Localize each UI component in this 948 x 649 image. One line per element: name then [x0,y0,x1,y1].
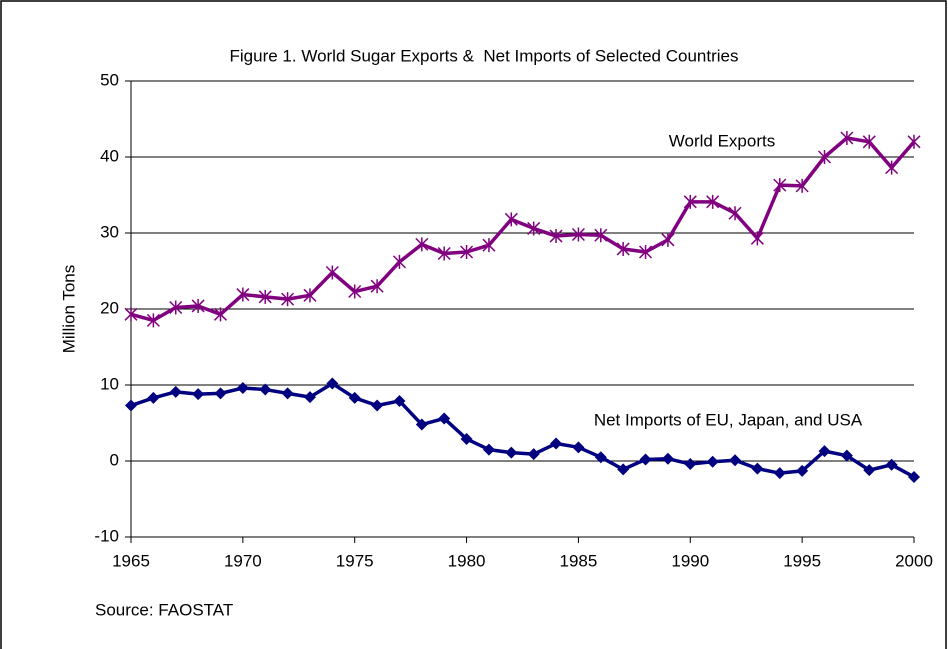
x-tick-label: 1990 [671,551,709,570]
marker [818,445,831,458]
marker [437,246,451,261]
marker [527,221,541,236]
series-line [130,381,915,479]
marker [504,212,518,227]
marker [683,194,697,209]
marker [885,458,898,471]
marker [527,448,540,461]
marker [281,292,295,307]
y-tick-label: 0 [110,450,119,469]
marker [706,194,720,209]
marker [348,391,361,404]
marker [616,241,630,256]
marker [371,399,384,412]
marker [706,455,719,468]
x-tick-label: 1980 [448,551,486,570]
y-tick-label: 20 [100,298,119,317]
marker [415,237,429,252]
chart-title: Figure 1. World Sugar Exports & Net Impo… [230,46,739,65]
marker [460,245,474,259]
marker [348,284,362,299]
marker [639,245,653,259]
x-tick-label: 1975 [336,551,374,570]
marker [729,454,742,467]
marker [594,228,608,243]
marker [392,254,406,269]
marker [192,388,205,401]
marker [617,463,630,476]
marker [303,391,316,404]
marker [773,467,786,480]
marker [482,443,495,456]
marker [572,441,585,454]
marker [281,387,294,400]
marker [326,377,339,390]
marker [862,134,876,149]
y-axis-label: Million Tons [59,265,78,354]
marker [773,178,787,193]
marker [259,383,272,396]
marker [639,453,652,466]
series-line [130,136,916,323]
y-tick-label: 50 [100,70,119,89]
marker [214,387,227,400]
marker [505,446,518,459]
marker [370,279,384,294]
marker [661,232,675,247]
marker [661,452,674,465]
y-tick-label: 10 [100,374,119,393]
marker [438,412,451,425]
marker [750,231,764,246]
marker [795,178,809,193]
marker [908,470,920,483]
marker [885,160,899,175]
y-tick-label: -10 [94,526,119,545]
marker [549,229,563,244]
marker [213,307,228,322]
x-tick-label: 1985 [560,551,598,570]
marker [393,394,406,407]
series-label: Net Imports of EU, Japan, and USA [594,410,863,429]
marker [460,432,473,445]
marker [124,307,138,322]
marker [907,134,921,149]
marker [594,451,607,464]
marker [169,385,182,398]
marker [684,458,697,471]
x-tick-label: 2000 [895,551,933,570]
marker [415,418,428,431]
source-note: Source: FAOSTAT [95,600,233,619]
marker [236,382,249,395]
marker [863,464,876,477]
marker [571,227,585,242]
x-tick-label: 1970 [224,551,262,570]
marker [751,462,764,475]
marker [147,391,160,404]
series-label: World Exports [669,131,775,150]
marker [840,131,854,145]
marker [191,298,205,313]
y-tick-label: 30 [100,222,119,241]
marker [817,150,832,164]
marker [146,313,160,328]
x-tick-label: 1995 [783,551,821,570]
marker [125,399,137,412]
marker [303,288,317,303]
marker [840,449,853,462]
marker [482,238,496,253]
marker [169,300,183,315]
marker [796,464,809,477]
x-tick-label: 1965 [112,551,150,570]
y-tick-label: 40 [100,146,119,165]
marker [236,287,250,302]
marker [550,437,563,450]
marker [728,206,742,221]
marker [325,265,339,280]
marker [258,289,272,304]
